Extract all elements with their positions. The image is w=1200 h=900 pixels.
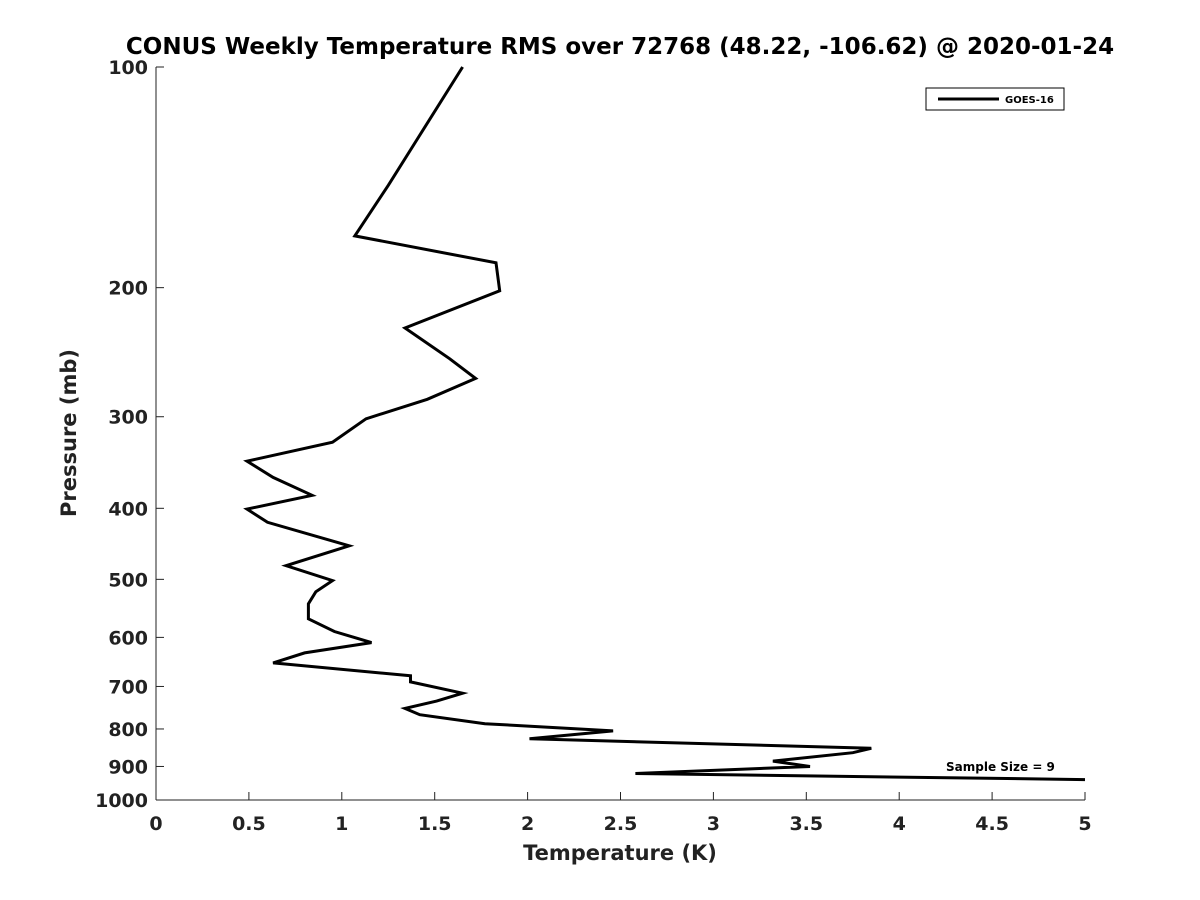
x-tick-label: 5 <box>1078 813 1091 835</box>
x-tick-label: 1.5 <box>418 813 452 835</box>
sample-size-annotation: Sample Size = 9 <box>946 760 1055 774</box>
x-tick-label: 2 <box>521 813 534 835</box>
x-tick-label: 0 <box>149 813 162 835</box>
legend: GOES-16 <box>925 87 1065 111</box>
x-tick-label: 2.5 <box>604 813 638 835</box>
y-tick-label: 1000 <box>95 790 148 812</box>
x-tick-label: 4 <box>893 813 906 835</box>
y-tick-label: 800 <box>108 719 148 741</box>
y-tick-label: 900 <box>108 756 148 778</box>
x-tick-label: 4.5 <box>975 813 1009 835</box>
legend-label-goes16: GOES-16 <box>1005 95 1054 106</box>
y-tick-label: 700 <box>108 676 148 698</box>
series-line-goes16 <box>243 66 1086 782</box>
y-tick-label: 500 <box>108 569 148 591</box>
y-tick-label: 300 <box>108 407 148 429</box>
y-tick-label: 200 <box>108 278 148 300</box>
x-tick-label: 3 <box>707 813 720 835</box>
x-axis-ticks: 0 0.5 1 1.5 2 2.5 3 3.5 4 4.5 5 <box>149 792 1092 835</box>
y-tick-label: 400 <box>108 498 148 520</box>
plot-area: 0 0.5 1 1.5 2 2.5 3 3.5 4 4.5 5 100 200 300 400 500 600… <box>95 57 1092 835</box>
y-axis-ticks: 100 200 300 400 500 600 700 800 900 1000 <box>95 57 164 812</box>
y-tick-label: 100 <box>108 57 148 79</box>
y-axis-title: Pressure (mb) <box>57 349 81 517</box>
chart-title: CONUS Weekly Temperature RMS over 72768 … <box>126 34 1114 60</box>
x-tick-label: 0.5 <box>232 813 266 835</box>
y-tick-label: 600 <box>108 627 148 649</box>
x-tick-label: 1 <box>335 813 348 835</box>
x-tick-label: 3.5 <box>789 813 823 835</box>
x-axis-title: Temperature (K) <box>523 841 717 865</box>
